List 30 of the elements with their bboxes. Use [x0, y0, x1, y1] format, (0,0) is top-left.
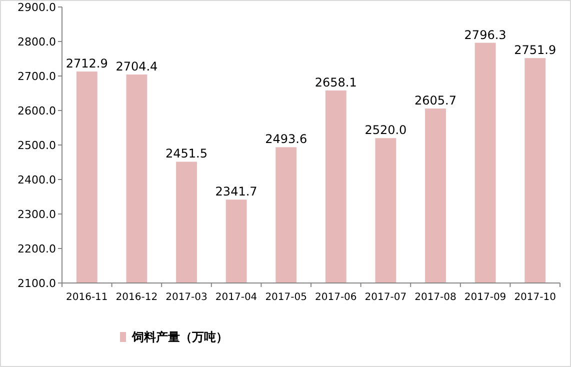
- data-label: 2341.7: [215, 184, 258, 199]
- x-tick-label: 2017-08: [414, 292, 456, 303]
- data-label: 2712.9: [66, 56, 108, 71]
- x-tick-label: 2016-12: [116, 292, 158, 303]
- y-tick-label: 2100.0: [18, 277, 56, 290]
- y-tick-label: 2900.0: [18, 1, 56, 14]
- x-tick-label: 2017-05: [265, 292, 307, 303]
- x-tick-label: 2017-10: [514, 292, 556, 303]
- data-label: 2451.5: [166, 146, 208, 161]
- data-label: 2493.6: [265, 132, 308, 146]
- x-tick-label: 2017-06: [315, 292, 357, 303]
- y-tick-label: 2600.0: [18, 104, 56, 118]
- legend-label: 饲料产量（万吨）: [131, 330, 228, 344]
- y-tick-label: 2400.0: [18, 174, 56, 186]
- y-tick-label: 2700.0: [18, 70, 56, 83]
- y-tick-label: 2200.0: [18, 242, 56, 256]
- x-tick-label: 2017-07: [364, 292, 407, 303]
- y-tick-label: 2500.0: [18, 139, 56, 152]
- y-tick-label: 2800.0: [18, 36, 56, 48]
- x-tick-label: 2017-03: [166, 292, 208, 303]
- y-tick-label: 2300.0: [18, 208, 56, 221]
- data-label: 2751.9: [514, 43, 556, 58]
- x-tick-label: 2016-11: [66, 292, 108, 303]
- data-label: 2605.7: [414, 94, 456, 108]
- data-label: 2520.0: [364, 123, 407, 138]
- x-tick-label: 2017-09: [464, 292, 506, 303]
- data-label: 2658.1: [314, 75, 357, 90]
- x-tick-label: 2017-04: [215, 292, 258, 303]
- data-label: 2796.3: [464, 28, 506, 42]
- data-label: 2704.4: [116, 59, 158, 74]
